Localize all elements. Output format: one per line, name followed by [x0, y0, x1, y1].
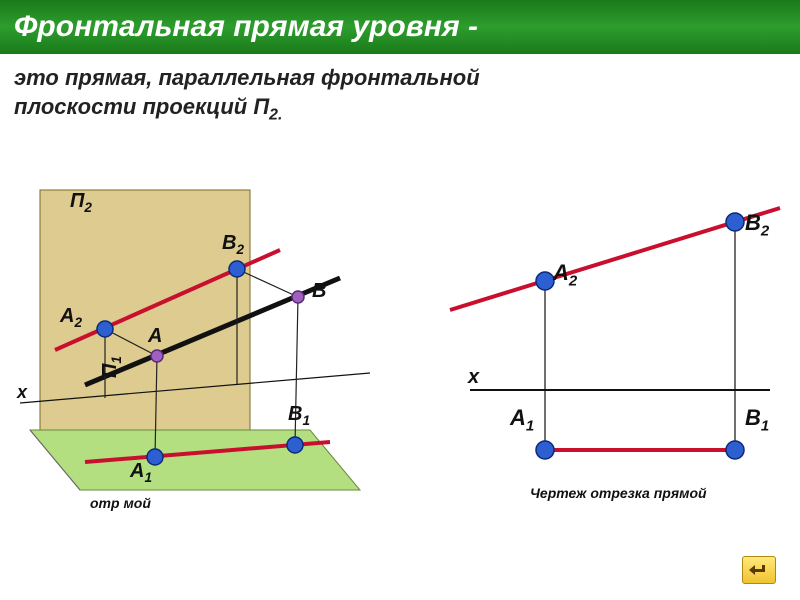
label-left-b1: B1 [288, 403, 310, 428]
point-left-a2 [97, 321, 113, 337]
subtitle-line2: плоскости проекций П [14, 94, 269, 119]
return-arrow-icon [748, 562, 770, 578]
subtitle-line1: это прямая, параллельная фронтальной [14, 65, 480, 90]
label-left-b2: B2 [222, 232, 244, 257]
subtitle: это прямая, параллельная фронтальной пло… [0, 54, 800, 132]
point-right-a1 [536, 441, 554, 459]
point-left-b2 [229, 261, 245, 277]
label-left-b: B [312, 280, 326, 303]
title-bar: Фронтальная прямая уровня - [0, 0, 800, 54]
label-left-x: x [17, 382, 27, 403]
label-left-a1: А1 [130, 460, 152, 485]
point-left-b [292, 291, 304, 303]
label-left-a2: А2 [60, 305, 82, 330]
diagram-area: П2 П1 А2 B2 А B А1 B1 x отр мой А2 B2 А1… [0, 150, 800, 600]
label-right-b2: B2 [745, 210, 769, 239]
point-left-a [151, 350, 163, 362]
point-right-a2 [536, 272, 554, 290]
label-right-a1: А1 [510, 405, 534, 434]
label-right-x: x [468, 366, 479, 389]
label-p2: П2 [70, 190, 92, 215]
subtitle-sub: 2. [269, 106, 282, 123]
plane-p1 [30, 430, 360, 490]
title-text: Фронтальная прямая уровня - [14, 10, 478, 44]
label-p1: П1 [99, 356, 124, 378]
nav-back-button[interactable] [742, 556, 776, 584]
label-right-b1: B1 [745, 405, 769, 434]
point-left-b1 [287, 437, 303, 453]
caption-right: Чертеж отрезка прямой [530, 485, 707, 501]
caption-left: отр мой [90, 495, 151, 511]
point-right-b1 [726, 441, 744, 459]
label-left-a: А [148, 325, 162, 348]
point-right-b2 [726, 213, 744, 231]
label-right-a2: А2 [553, 260, 577, 289]
